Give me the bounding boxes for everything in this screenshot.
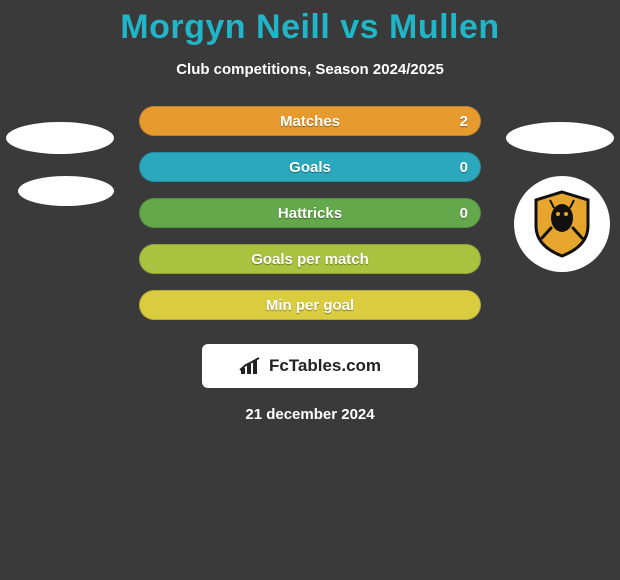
comparison-card: Morgyn Neill vs Mullen Club competitions… [0, 0, 620, 423]
stat-row-goals-per-match: Goals per match [139, 244, 481, 274]
stat-row-min-per-goal: Min per goal [139, 290, 481, 320]
stat-row-matches: Matches 2 [139, 106, 481, 136]
card-subtitle: Club competitions, Season 2024/2025 [0, 61, 620, 78]
stat-value: 2 [460, 113, 468, 130]
club-crest-icon [530, 188, 594, 260]
card-title: Morgyn Neill vs Mullen [0, 8, 620, 47]
stat-label: Goals [289, 159, 331, 176]
player1-avatar-placeholder [6, 122, 114, 154]
stat-value: 0 [460, 205, 468, 222]
stats-rows: Matches 2 Goals 0 Hattricks 0 Goals per … [139, 106, 481, 320]
stat-label: Min per goal [266, 297, 354, 314]
stat-value: 0 [460, 159, 468, 176]
player2-club-crest [514, 176, 610, 272]
player2-avatar-placeholder [506, 122, 614, 154]
stat-row-goals: Goals 0 [139, 152, 481, 182]
brand-text: FcTables.com [269, 356, 381, 376]
brand-chart-icon [239, 356, 263, 376]
brand-box[interactable]: FcTables.com [202, 344, 418, 388]
stat-label: Matches [280, 113, 340, 130]
stat-row-hattricks: Hattricks 0 [139, 198, 481, 228]
card-date: 21 december 2024 [0, 406, 620, 423]
player1-club-placeholder [18, 176, 114, 206]
stat-label: Hattricks [278, 205, 342, 222]
stat-label: Goals per match [251, 251, 369, 268]
